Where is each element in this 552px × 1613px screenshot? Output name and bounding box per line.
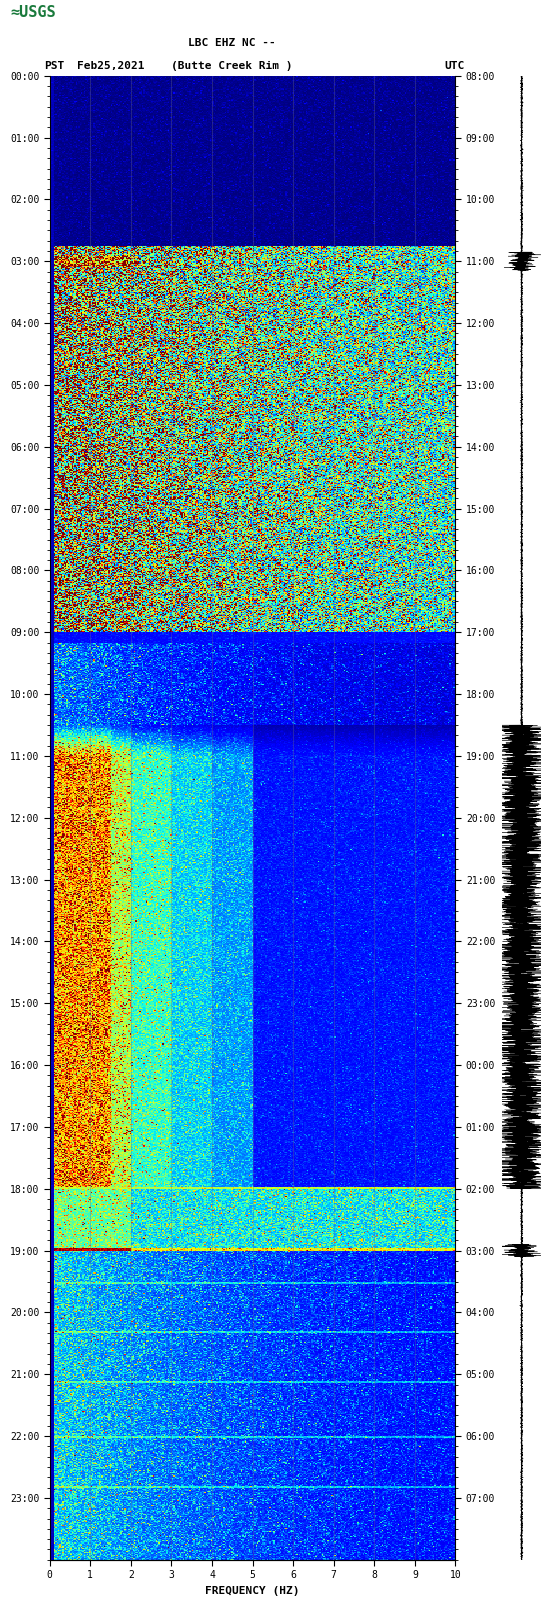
Text: UTC: UTC <box>444 61 465 71</box>
X-axis label: FREQUENCY (HZ): FREQUENCY (HZ) <box>205 1586 300 1595</box>
Text: PST: PST <box>44 61 65 71</box>
Text: LBC EHZ NC --: LBC EHZ NC -- <box>188 39 275 48</box>
Text: Feb25,2021: Feb25,2021 <box>77 61 145 71</box>
Text: ≈USGS: ≈USGS <box>10 5 56 19</box>
Text: (Butte Creek Rim ): (Butte Creek Rim ) <box>171 61 293 71</box>
